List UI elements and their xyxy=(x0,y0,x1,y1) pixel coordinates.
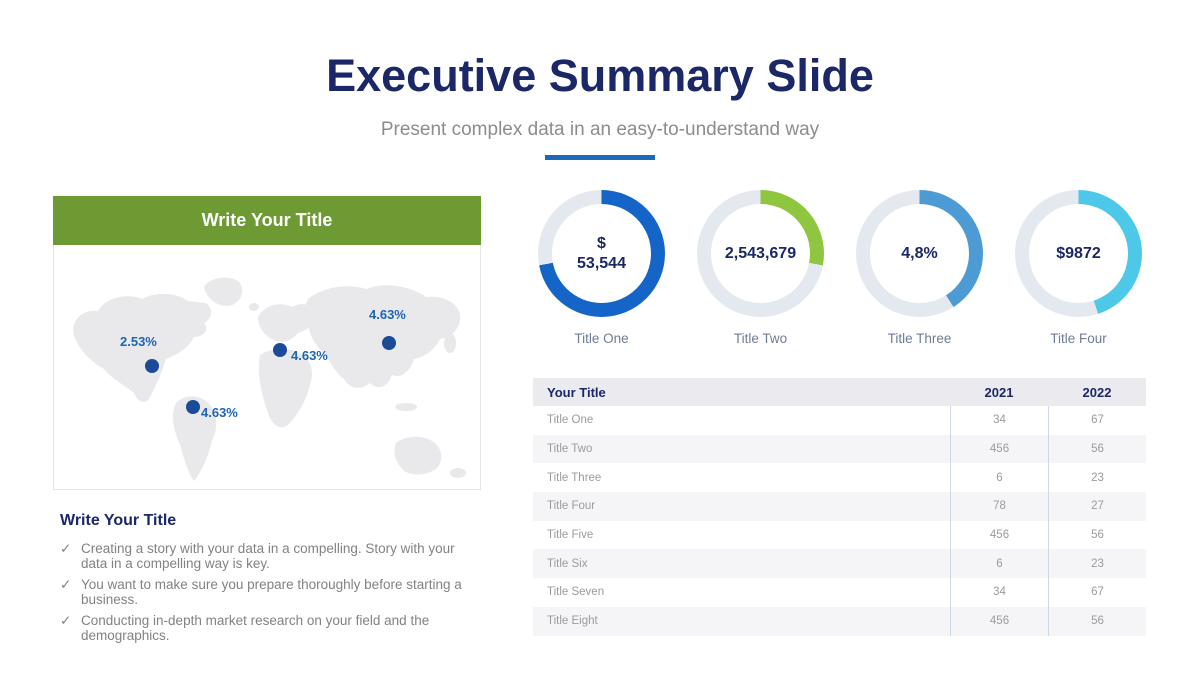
donut-hole xyxy=(870,204,969,303)
list-item: ✓ Creating a story with your data in a c… xyxy=(60,541,472,572)
map-marker-dot-eastern-europe xyxy=(273,343,287,357)
map-marker-dot-south-america xyxy=(186,400,200,414)
summary-table: Your Title 2021 2022 Title One 34 67 Title … xyxy=(533,378,1146,636)
cell-label: Title One xyxy=(547,414,594,427)
cell-value: 56 xyxy=(1048,606,1146,636)
world-map-illustration xyxy=(73,277,466,481)
notes-list: ✓ Creating a story with your data in a c… xyxy=(60,541,472,643)
table-body: Title One 34 67 Title Two 456 56 Title Three 6 2… xyxy=(533,406,1146,636)
donut-chart-title-three: 4,8% Title Three xyxy=(856,190,983,346)
map-panel-title: Write Your Title xyxy=(53,196,481,245)
donut-label: Title Three xyxy=(887,331,952,346)
table-row: Title Eight 456 56 xyxy=(533,606,1146,636)
world-map: 2.53% 4.63% 4.63% 4.63% xyxy=(53,245,481,490)
bullet-text: Creating a story with your data in a com… xyxy=(81,541,455,572)
column-header: 2022 xyxy=(1082,384,1112,400)
table-row: Title Seven 34 67 xyxy=(533,578,1146,607)
donut-label: Title Two xyxy=(733,331,788,346)
table-header-row: Your Title 2021 2022 xyxy=(533,378,1146,406)
table-row: Title Two 456 56 xyxy=(533,434,1146,464)
cell-value: 456 xyxy=(950,520,1048,550)
cell-label: Title Four xyxy=(547,500,596,513)
table-row: Title Five 456 56 xyxy=(533,520,1146,550)
map-marker-dot-east-asia xyxy=(382,336,396,350)
cell-value: 67 xyxy=(1048,406,1146,435)
list-item: ✓ Conducting in-depth market research on… xyxy=(60,613,472,644)
donut-value: 4,8% xyxy=(901,244,938,262)
page-subtitle: Present complex data in an easy-to-under… xyxy=(380,119,820,140)
table-row: Title Four 78 27 xyxy=(533,492,1146,521)
cell-label: Title Two xyxy=(547,443,593,456)
column-header: Your Title xyxy=(547,384,606,400)
cell-label: Title Six xyxy=(547,557,588,570)
cell-label: Title Seven xyxy=(547,586,605,599)
cell-value: 34 xyxy=(950,578,1048,607)
donut-ring: 4,8% xyxy=(856,190,983,317)
donut-ring: $ 53,544 xyxy=(538,190,665,317)
donut-value: $ 53,544 xyxy=(577,235,626,272)
cell-value: 456 xyxy=(950,606,1048,636)
donut-label: Title Four xyxy=(1050,331,1107,346)
donut-hole xyxy=(711,204,810,303)
map-marker-label-south-america: 4.63% xyxy=(201,405,238,420)
donut-chart-title-two: 2,543,679 Title Two xyxy=(697,190,824,346)
cell-value: 27 xyxy=(1048,492,1146,521)
donut-chart-title-four: $9872 Title Four xyxy=(1015,190,1142,346)
page-title: Executive Summary Slide xyxy=(326,50,874,101)
cell-label: Title Five xyxy=(547,529,594,542)
bullet-text: You want to make sure you prepare thorou… xyxy=(81,576,462,608)
donut-hole xyxy=(552,204,651,303)
cell-label: Title Eight xyxy=(547,615,598,628)
cell-label: Title Three xyxy=(547,471,602,484)
checkmark-icon: ✓ xyxy=(60,612,72,628)
list-item: ✓ You want to make sure you prepare thor… xyxy=(60,577,472,608)
map-marker-label-east-asia: 4.63% xyxy=(369,307,406,322)
title-underline-accent xyxy=(545,155,655,160)
donut-value: $9872 xyxy=(1056,244,1101,262)
donut-ring: 2,543,679 xyxy=(697,190,824,317)
cell-value: 56 xyxy=(1048,434,1146,464)
map-panel: Write Your Title 2.53% xyxy=(53,196,481,490)
donut-ring: $9872 xyxy=(1015,190,1142,317)
cell-value: 23 xyxy=(1048,549,1146,579)
donut-label: Title One xyxy=(574,331,629,346)
cell-value: 67 xyxy=(1048,578,1146,607)
notes-heading: Write Your Title xyxy=(60,512,177,529)
cell-value: 6 xyxy=(950,549,1048,579)
cell-value: 6 xyxy=(950,463,1048,493)
table-row: Title One 34 67 xyxy=(533,406,1146,435)
table-row: Title Six 6 23 xyxy=(533,549,1146,579)
cell-value: 456 xyxy=(950,434,1048,464)
cell-value: 56 xyxy=(1048,520,1146,550)
cell-value: 23 xyxy=(1048,463,1146,493)
cell-value: 34 xyxy=(950,406,1048,435)
checkmark-icon: ✓ xyxy=(60,576,72,592)
bullet-text: Conducting in-depth market research on y… xyxy=(81,612,430,643)
notes-section: Write Your Title ✓ Creating a story with… xyxy=(60,512,472,648)
donut-value: 2,543,679 xyxy=(724,244,797,262)
map-marker-dot-north-america xyxy=(145,359,159,373)
table-row: Title Three 6 23 xyxy=(533,463,1146,493)
map-marker-label-eastern-europe: 4.63% xyxy=(291,348,328,363)
donut-chart-title-one: $ 53,544 Title One xyxy=(538,190,665,346)
checkmark-icon: ✓ xyxy=(60,541,72,556)
map-marker-label-north-america: 2.53% xyxy=(120,334,157,349)
column-header: 2021 xyxy=(984,384,1014,400)
donut-hole xyxy=(1029,204,1128,303)
cell-value: 78 xyxy=(950,492,1048,521)
